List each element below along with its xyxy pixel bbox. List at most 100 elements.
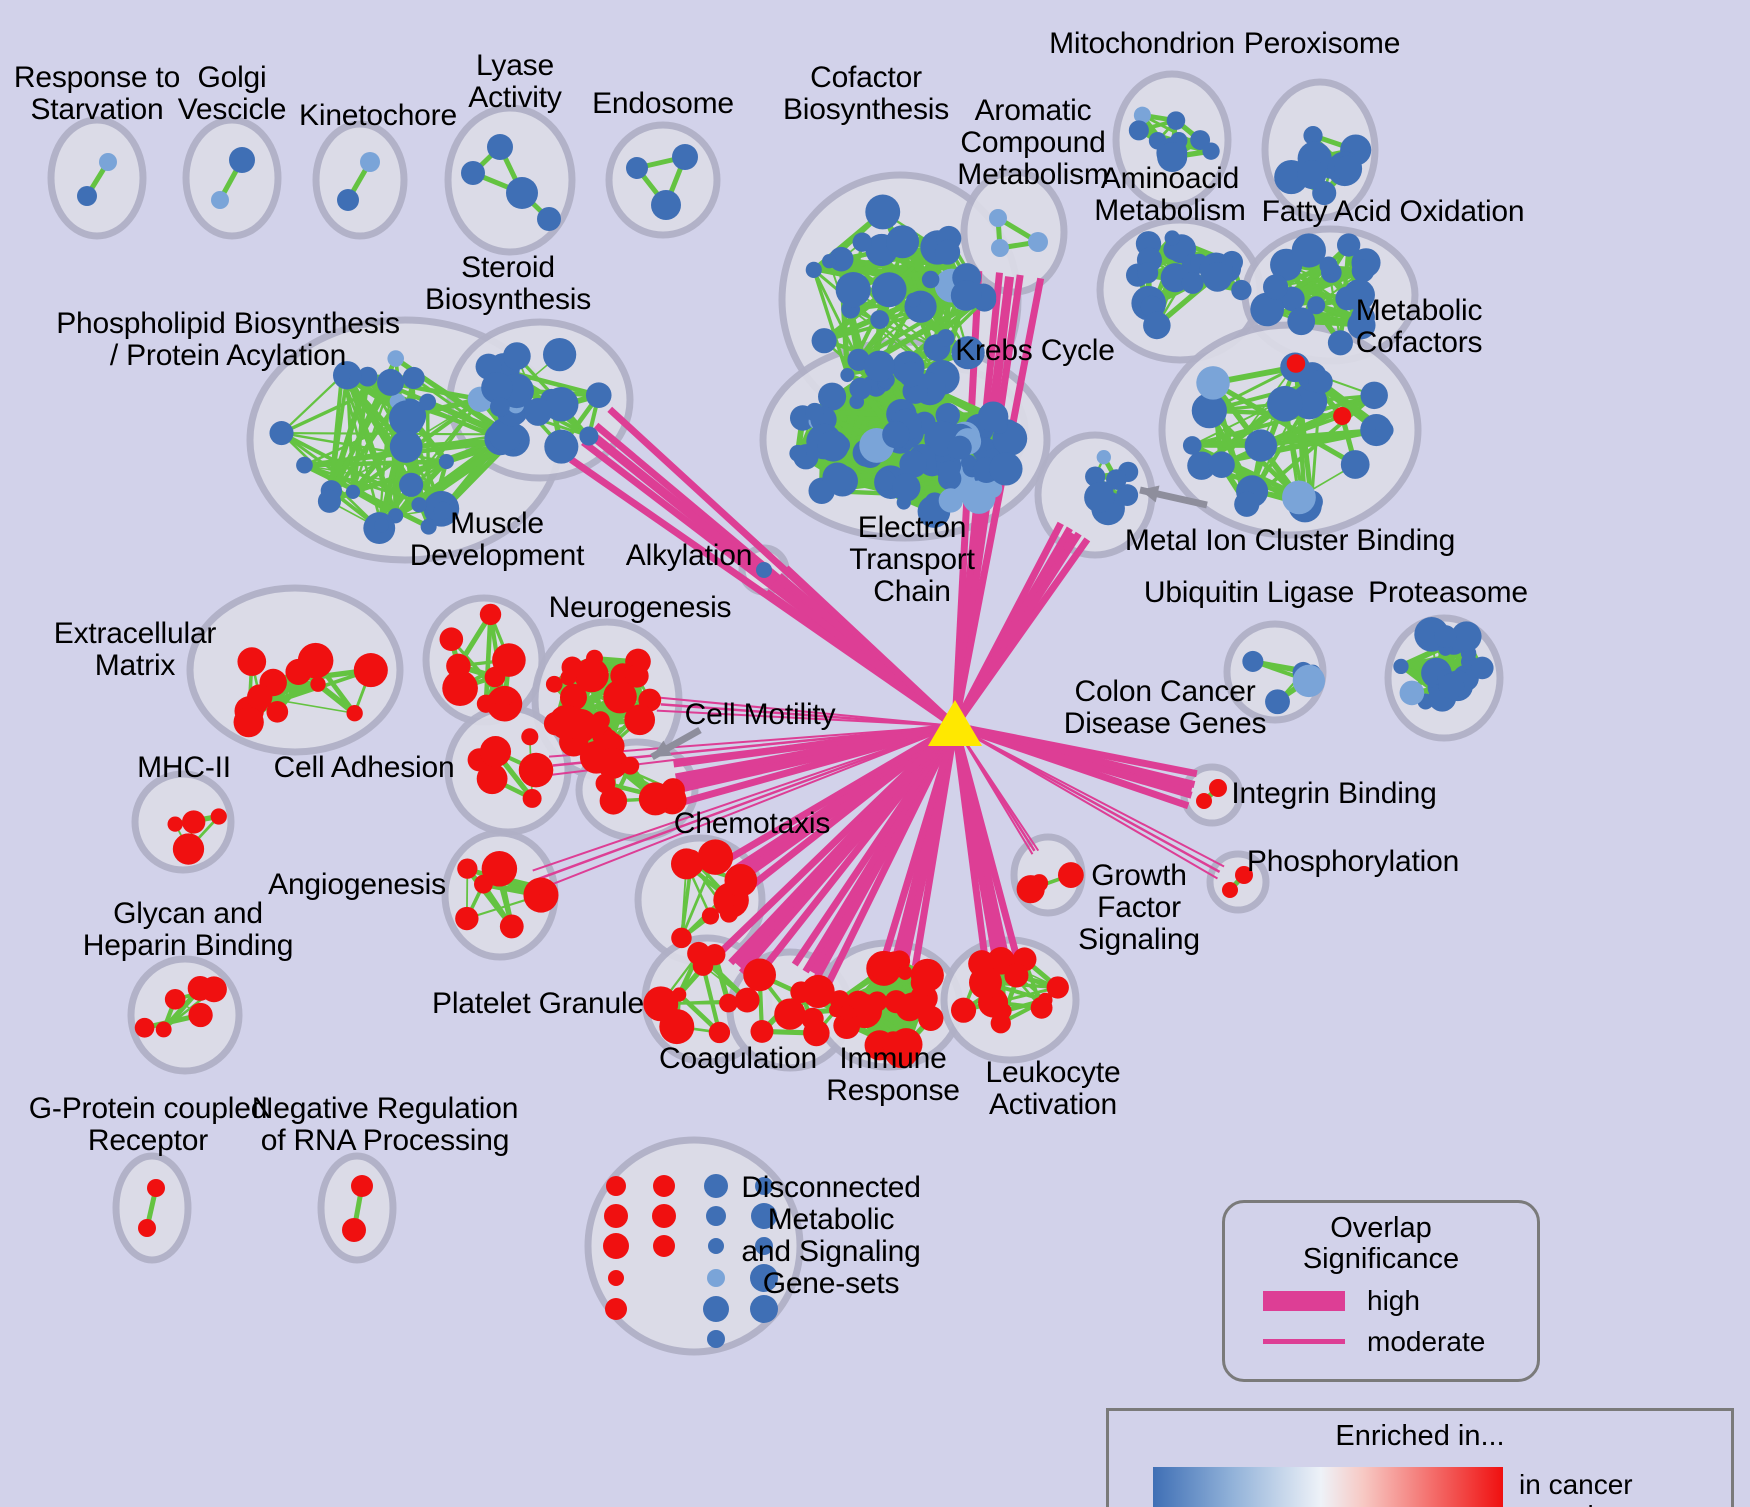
gene-set-node[interactable] [707, 1269, 725, 1287]
gene-set-node[interactable] [1393, 658, 1409, 675]
gene-set-node[interactable] [1196, 793, 1212, 809]
gene-set-node[interactable] [1360, 381, 1388, 410]
gene-set-node[interactable] [522, 788, 542, 808]
gene-set-node[interactable] [708, 1238, 724, 1254]
gene-set-node[interactable] [977, 401, 1009, 433]
gene-set-node[interactable] [1182, 436, 1202, 455]
gene-set-node[interactable] [420, 518, 437, 535]
gene-set-node[interactable] [561, 656, 583, 678]
gene-set-node[interactable] [596, 747, 629, 779]
gene-set-node[interactable] [863, 350, 896, 382]
gene-set-node[interactable] [874, 470, 896, 491]
gene-set-node[interactable] [461, 161, 485, 185]
gene-set-node[interactable] [849, 377, 872, 400]
gene-set-node[interactable] [671, 927, 692, 949]
gene-set-node[interactable] [559, 683, 587, 711]
gene-set-node[interactable] [99, 153, 117, 171]
gene-set-node[interactable] [389, 430, 423, 463]
gene-set-node[interactable] [1291, 233, 1326, 268]
gene-set-node[interactable] [544, 387, 579, 422]
gene-set-node[interactable] [822, 462, 853, 493]
gene-set-node[interactable] [605, 1298, 627, 1320]
gene-set-node[interactable] [543, 337, 577, 372]
gene-set-node[interactable] [147, 1179, 165, 1197]
gene-set-node[interactable] [886, 225, 920, 259]
gene-set-node[interactable] [1191, 393, 1227, 429]
gene-set-node[interactable] [934, 239, 961, 265]
gene-set-node[interactable] [1347, 311, 1376, 340]
gene-set-node[interactable] [734, 987, 760, 1013]
gene-set-node[interactable] [1307, 296, 1326, 315]
gene-set-node[interactable] [822, 254, 837, 269]
gene-set-node[interactable] [1451, 621, 1482, 652]
gene-set-node[interactable] [989, 209, 1007, 227]
hub-edge-phosphorylation[interactable] [954, 724, 1221, 873]
gene-set-node[interactable] [455, 906, 479, 931]
gene-set-node[interactable] [828, 246, 854, 272]
gene-set-node[interactable] [1202, 262, 1233, 292]
gene-set-node[interactable] [750, 1020, 774, 1043]
gene-set-node[interactable] [1250, 292, 1285, 327]
gene-set-node[interactable] [399, 472, 424, 497]
gene-set-node[interactable] [586, 649, 604, 667]
gene-set-node[interactable] [938, 460, 960, 483]
gene-set-node[interactable] [1319, 256, 1338, 275]
gene-set-node[interactable] [1057, 862, 1084, 888]
gene-set-node[interactable] [719, 904, 739, 923]
gene-set-node[interactable] [653, 1175, 675, 1197]
gene-set-node[interactable] [871, 272, 907, 308]
gene-set-node[interactable] [1181, 271, 1204, 294]
gene-set-node[interactable] [439, 627, 464, 652]
hub-node-colon-cancer-disease-genes[interactable] [928, 700, 982, 746]
gene-set-node[interactable] [1096, 450, 1111, 465]
gene-set-node[interactable] [269, 421, 294, 446]
cluster-bubble-glycan-and-heparin-binding[interactable] [127, 955, 243, 1075]
gene-set-node[interactable] [626, 157, 648, 179]
gene-set-node[interactable] [411, 497, 427, 513]
gene-set-node[interactable] [360, 152, 380, 172]
gene-set-node[interactable] [755, 1237, 773, 1255]
gene-set-node[interactable] [652, 1204, 676, 1228]
gene-set-node[interactable] [704, 1174, 728, 1198]
gene-set-node[interactable] [950, 997, 977, 1023]
gene-set-node[interactable] [210, 808, 227, 825]
gene-set-node[interactable] [1187, 451, 1216, 480]
gene-set-node[interactable] [704, 944, 726, 966]
gene-set-node[interactable] [950, 280, 982, 311]
gene-set-node[interactable] [1336, 233, 1361, 257]
gene-set-node[interactable] [333, 367, 351, 385]
gene-set-node[interactable] [1334, 155, 1361, 182]
gene-set-node[interactable] [1438, 673, 1465, 700]
gene-set-node[interactable] [457, 858, 478, 879]
gene-set-node[interactable] [591, 711, 610, 730]
gene-set-node[interactable] [479, 736, 512, 768]
gene-set-node[interactable] [346, 705, 363, 722]
gene-set-node[interactable] [756, 562, 772, 578]
gene-set-node[interactable] [1231, 279, 1252, 301]
gene-set-node[interactable] [1282, 480, 1316, 515]
gene-set-node[interactable] [755, 1177, 773, 1195]
gene-set-node[interactable] [960, 454, 977, 471]
hub-edge-angiogenesis[interactable] [538, 724, 956, 880]
gene-set-node[interactable] [829, 990, 850, 1011]
gene-set-node[interactable] [625, 664, 649, 688]
gene-set-node[interactable] [1375, 420, 1394, 440]
gene-set-node[interactable] [1046, 976, 1069, 999]
gene-set-node[interactable] [1327, 330, 1353, 356]
gene-set-node[interactable] [438, 453, 454, 470]
gene-set-node[interactable] [357, 366, 378, 387]
gene-set-node[interactable] [1286, 354, 1306, 373]
gene-set-node[interactable] [1106, 469, 1127, 490]
gene-set-node[interactable] [211, 191, 229, 209]
gene-set-node[interactable] [840, 368, 855, 383]
gene-set-node[interactable] [603, 1233, 629, 1259]
gene-set-node[interactable] [1340, 450, 1370, 479]
gene-set-node[interactable] [801, 1007, 824, 1030]
gene-set-node[interactable] [989, 452, 1023, 486]
gene-set-node[interactable] [913, 994, 933, 1014]
gene-set-node[interactable] [419, 393, 437, 411]
gene-set-node[interactable] [1297, 160, 1327, 189]
gene-set-node[interactable] [266, 700, 289, 723]
gene-set-node[interactable] [433, 501, 452, 520]
gene-set-node[interactable] [182, 810, 206, 834]
